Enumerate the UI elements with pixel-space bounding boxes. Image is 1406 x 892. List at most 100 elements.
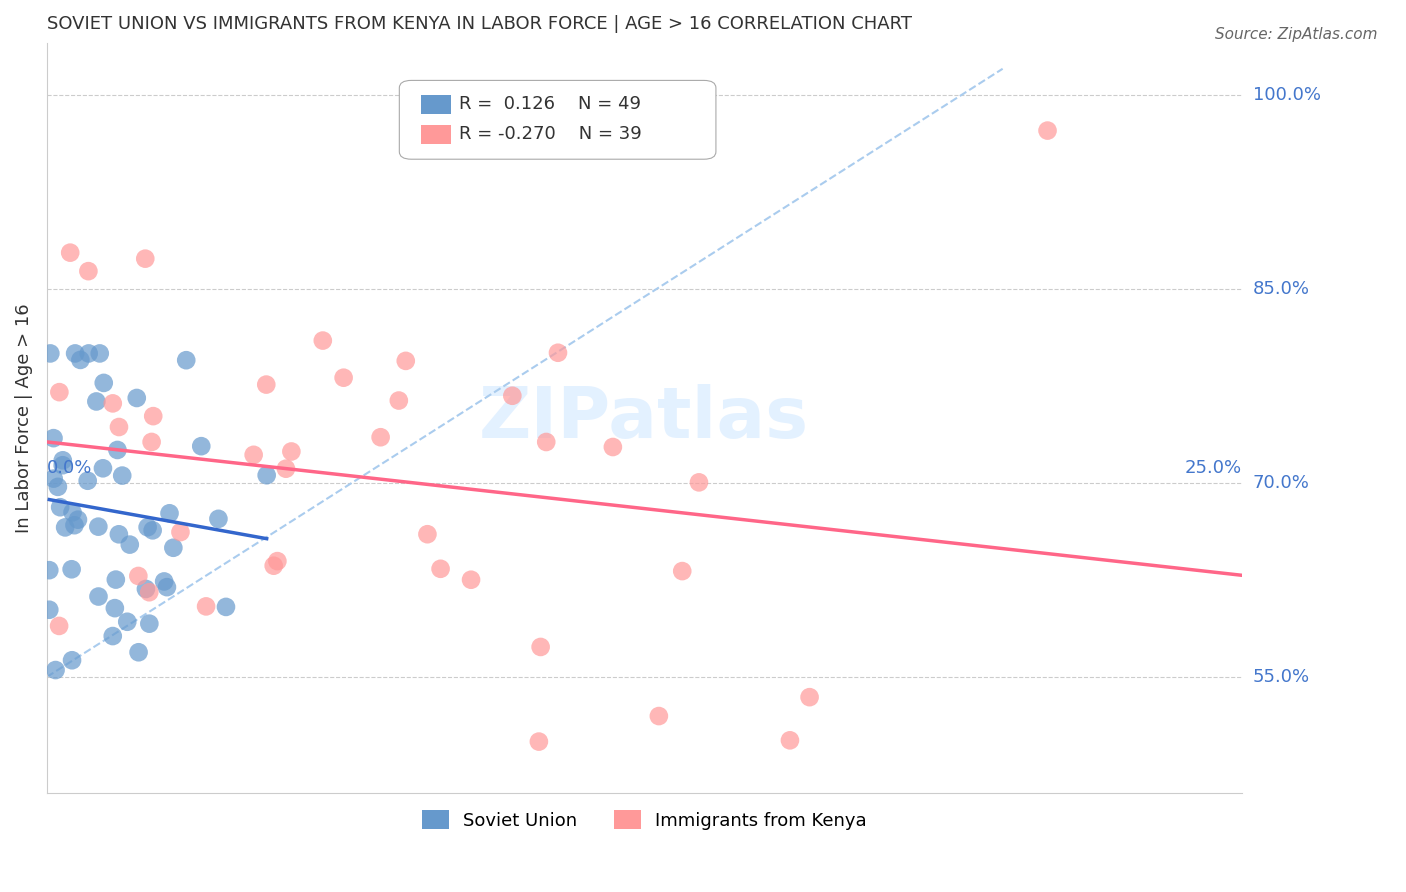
Point: [101, 629, 124, 643]
Point: [138, 616, 160, 631]
Point: [153, 574, 176, 589]
Point: [62, 505, 84, 519]
Point: [501, 389, 523, 403]
Point: [60, 562, 83, 576]
Text: 0.0%: 0.0%: [46, 459, 93, 477]
Text: SOVIET UNION VS IMMIGRANTS FROM KENYA IN LABOR FORCE | AGE > 16 CORRELATION CHAR: SOVIET UNION VS IMMIGRANTS FROM KENYA IN…: [46, 15, 912, 33]
Point: [63, 518, 86, 533]
Point: [136, 520, 159, 534]
Point: [460, 573, 482, 587]
Point: [45, 663, 67, 677]
Point: [77, 264, 100, 278]
Point: [128, 645, 150, 659]
Point: [688, 475, 710, 490]
Point: [280, 444, 302, 458]
Y-axis label: In Labor Force | Age > 16: In Labor Force | Age > 16: [15, 303, 32, 533]
Point: [174, 353, 197, 368]
Point: [111, 468, 134, 483]
Point: [125, 391, 148, 405]
Point: [429, 562, 451, 576]
Point: [39, 346, 62, 360]
Point: [254, 377, 277, 392]
Point: [266, 554, 288, 568]
Point: [42, 431, 65, 445]
Point: [388, 393, 411, 408]
Point: [671, 564, 693, 578]
Point: [195, 599, 218, 614]
Point: [118, 538, 141, 552]
Point: [117, 615, 139, 629]
Point: [107, 442, 129, 457]
Text: 55.0%: 55.0%: [1253, 668, 1310, 686]
Point: [101, 396, 124, 410]
FancyBboxPatch shape: [399, 80, 716, 159]
Point: [135, 582, 157, 596]
Point: [263, 558, 285, 573]
Point: [207, 512, 229, 526]
Point: [142, 524, 165, 538]
Point: [42, 472, 65, 486]
Point: [63, 346, 86, 360]
Point: [332, 370, 354, 384]
Point: [77, 346, 100, 360]
Point: [49, 500, 72, 515]
Point: [48, 619, 70, 633]
Point: [48, 385, 70, 400]
Point: [242, 448, 264, 462]
Point: [602, 440, 624, 454]
Point: [69, 352, 91, 367]
Point: [87, 590, 110, 604]
Legend: Soviet Union, Immigrants from Kenya: Soviet Union, Immigrants from Kenya: [415, 803, 875, 837]
Point: [138, 585, 160, 599]
Bar: [420, 95, 451, 114]
Text: 70.0%: 70.0%: [1253, 474, 1309, 491]
Point: [530, 640, 553, 654]
Point: [52, 458, 75, 473]
Point: [156, 580, 179, 594]
Text: R = -0.270    N = 39: R = -0.270 N = 39: [460, 126, 641, 144]
Point: [86, 394, 108, 409]
Point: [190, 439, 212, 453]
Point: [215, 599, 238, 614]
Point: [141, 434, 163, 449]
Text: Source: ZipAtlas.com: Source: ZipAtlas.com: [1215, 27, 1378, 42]
Point: [104, 601, 127, 615]
Point: [162, 541, 184, 555]
Bar: [420, 126, 451, 145]
Point: [91, 461, 114, 475]
Point: [38, 603, 60, 617]
Point: [76, 474, 98, 488]
Point: [60, 653, 83, 667]
Point: [416, 527, 439, 541]
Point: [159, 506, 181, 520]
Point: [648, 709, 671, 723]
Text: 100.0%: 100.0%: [1253, 86, 1320, 103]
Point: [127, 569, 149, 583]
Point: [52, 453, 75, 467]
Point: [370, 430, 392, 444]
Text: R =  0.126    N = 49: R = 0.126 N = 49: [460, 95, 641, 113]
Point: [799, 690, 821, 705]
Point: [169, 525, 191, 540]
Point: [527, 734, 550, 748]
Point: [104, 573, 127, 587]
Point: [89, 346, 111, 360]
Point: [142, 409, 165, 424]
Point: [93, 376, 115, 390]
Point: [134, 252, 156, 266]
Point: [59, 245, 82, 260]
Text: 25.0%: 25.0%: [1184, 459, 1241, 477]
Point: [1036, 123, 1059, 137]
Point: [395, 354, 418, 368]
Point: [108, 420, 131, 434]
Point: [87, 519, 110, 533]
Text: 85.0%: 85.0%: [1253, 280, 1310, 298]
Point: [108, 527, 131, 541]
Point: [274, 461, 297, 475]
Point: [256, 468, 278, 483]
Point: [547, 345, 569, 359]
Point: [46, 480, 69, 494]
Point: [38, 563, 60, 577]
Text: ZIPatlas: ZIPatlas: [479, 384, 810, 452]
Point: [536, 435, 558, 450]
